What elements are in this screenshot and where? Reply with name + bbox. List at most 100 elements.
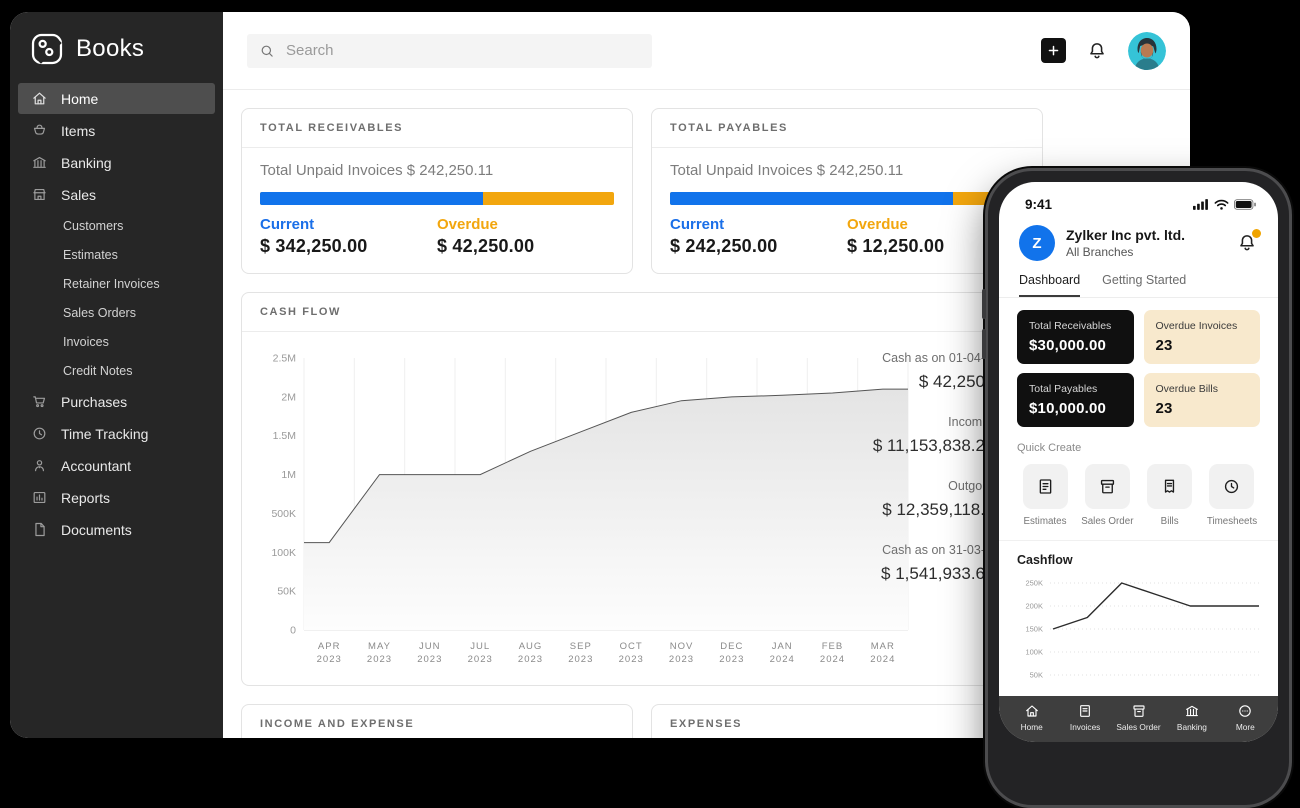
stat-value: $ 12,359,118. (882, 500, 985, 519)
org-avatar[interactable]: Z (1019, 225, 1055, 261)
nav-home[interactable]: Home (1005, 703, 1058, 732)
quick-add-button[interactable] (1041, 38, 1066, 63)
sidebar-subitem-estimates[interactable]: Estimates (63, 247, 118, 262)
salesorder-icon (1084, 464, 1130, 509)
overdue-label: Overdue (437, 216, 498, 233)
svg-text:MAY: MAY (368, 641, 391, 652)
unpaid-invoices-text: Total Unpaid Invoices $ 242,250.11 (260, 162, 494, 179)
cash-flow-chart: 2.5M 2M 1.5M 1M 500K 100K 50K 0 APR 2023 MAY 2023 JU… (271, 353, 909, 665)
quick-create-label: Sales Order (1081, 516, 1134, 527)
nav-more[interactable]: More (1219, 703, 1272, 732)
phone-notifications-button[interactable] (1236, 229, 1261, 254)
current-amount: $ 242,250.00 (670, 236, 778, 256)
card-title: TOTAL PAYABLES (652, 109, 1042, 148)
svg-text:2023: 2023 (719, 654, 744, 665)
svg-text:200K: 200K (1025, 602, 1043, 611)
sidebar-subitem-sales-orders[interactable]: Sales Orders (63, 305, 136, 320)
nav-label: Sales Order (1116, 722, 1161, 732)
org-branch[interactable]: All Branches (1066, 245, 1134, 259)
sidebar-subitem-retainer-invoices[interactable]: Retainer Invoices (63, 276, 160, 291)
notifications-button[interactable] (1086, 40, 1108, 62)
payables-progress-bar (670, 192, 1024, 205)
sidebar-item-time-tracking[interactable]: Time Tracking (18, 418, 215, 449)
nav-label: Banking (1176, 722, 1207, 732)
notification-dot (1252, 229, 1261, 238)
sidebar-item-banking[interactable]: Banking (18, 147, 215, 178)
svg-text:1M: 1M (281, 469, 296, 481)
svg-text:2024: 2024 (820, 654, 845, 665)
card-title: EXPENSES (652, 705, 1042, 738)
quick-create-timesheets[interactable]: Timesheets (1204, 464, 1260, 527)
sidebar-item-documents[interactable]: Documents (18, 514, 215, 545)
card-value: 23 (1155, 400, 1173, 417)
plus-icon (1048, 45, 1059, 56)
card-value: $10,000.00 (1029, 400, 1107, 417)
sidebar-item-label: Documents (61, 521, 132, 538)
phone-status-bar: 9:41 (999, 182, 1278, 212)
stat-label: Incomi (948, 415, 985, 429)
unpaid-invoices-text: Total Unpaid Invoices $ 242,250.11 (670, 162, 904, 179)
nav-sales-order[interactable]: Sales Order (1112, 703, 1165, 732)
phone-summary-cards: Total Receivables $30,000.00 Overdue Invoi… (999, 298, 1278, 427)
items-icon (31, 122, 48, 139)
store-icon (31, 186, 48, 203)
svg-text:2023: 2023 (518, 654, 543, 665)
svg-text:2024: 2024 (770, 654, 795, 665)
search-box[interactable] (247, 33, 652, 68)
total-payables-card: TOTAL PAYABLES Total Unpaid Invoices $ 2… (651, 108, 1043, 274)
sidebar-item-items[interactable]: Items (18, 115, 215, 146)
search-input[interactable] (284, 41, 640, 60)
svg-text:AUG: AUG (519, 641, 543, 652)
quick-create-sales-order[interactable]: Sales Order (1079, 464, 1135, 527)
card-label: Total Receivables (1029, 320, 1112, 332)
sidebar-item-accountant[interactable]: Accountant (18, 450, 215, 481)
quick-create-estimates[interactable]: Estimates (1017, 464, 1073, 527)
sidebar-item-purchases[interactable]: Purchases (18, 386, 215, 417)
phone-tab-dashboard[interactable]: Dashboard (1019, 273, 1081, 297)
svg-text:2023: 2023 (468, 654, 493, 665)
battery-icon (1234, 199, 1256, 210)
overdue-amount: $ 42,250.00 (437, 236, 535, 256)
svg-text:OCT: OCT (620, 641, 643, 652)
sidebar-subitem-credit-notes[interactable]: Credit Notes (63, 363, 133, 378)
sidebar-item-label: Banking (61, 154, 112, 171)
svg-text:2M: 2M (281, 391, 296, 403)
home-icon (1024, 703, 1040, 719)
phone-tab-getting-started[interactable]: Getting Started (1102, 273, 1187, 287)
volume-up-button (982, 289, 986, 319)
income-expense-card: INCOME AND EXPENSE (241, 704, 633, 738)
bell-icon (1240, 235, 1254, 251)
nav-invoices[interactable]: Invoices (1058, 703, 1111, 732)
user-avatar[interactable] (1128, 31, 1166, 70)
sidebar-item-home[interactable]: Home (18, 83, 215, 114)
sidebar-item-sales[interactable]: Sales (18, 179, 215, 210)
stat-value: $ 1,541,933.6 (881, 564, 985, 583)
app-logo[interactable]: Books (10, 12, 223, 82)
sidebar-subitem-invoices[interactable]: Invoices (63, 334, 109, 349)
cash-flow-card: CASH FLOW 2.5M 2M 1.5M 1M 500K 100K 50K 0 APR 202… (241, 292, 1042, 686)
quick-create-bills[interactable]: Bills (1142, 464, 1198, 527)
card-value: $30,000.00 (1029, 337, 1107, 354)
current-amount: $ 342,250.00 (260, 236, 368, 256)
quick-create-label: Timesheets (1206, 516, 1258, 527)
svg-text:MAR: MAR (871, 641, 895, 652)
nav-banking[interactable]: Banking (1165, 703, 1218, 732)
phone-card-total-payables: Total Payables $10,000.00 (1017, 373, 1134, 427)
receivables-progress-bar (260, 192, 614, 205)
svg-text:JUN: JUN (419, 641, 440, 652)
app-title: Books (76, 35, 145, 62)
sidebar-item-label: Reports (61, 489, 111, 506)
card-title: TOTAL RECEIVABLES (242, 109, 632, 148)
sidebar-subitem-customers[interactable]: Customers (63, 218, 124, 233)
stat-label: Outgoi (948, 479, 985, 493)
current-label: Current (670, 216, 725, 233)
total-receivables-card: TOTAL RECEIVABLES Total Unpaid Invoices … (241, 108, 633, 274)
sidebar-item-reports[interactable]: Reports (18, 482, 215, 513)
overdue-amount: $ 12,250.00 (847, 236, 945, 256)
sidebar-item-label: Items (61, 122, 96, 139)
status-time: 9:41 (1025, 197, 1053, 212)
svg-text:2023: 2023 (669, 654, 694, 665)
overdue-label: Overdue (847, 216, 908, 233)
card-label: Overdue Bills (1155, 383, 1218, 395)
svg-text:2023: 2023 (568, 654, 593, 665)
